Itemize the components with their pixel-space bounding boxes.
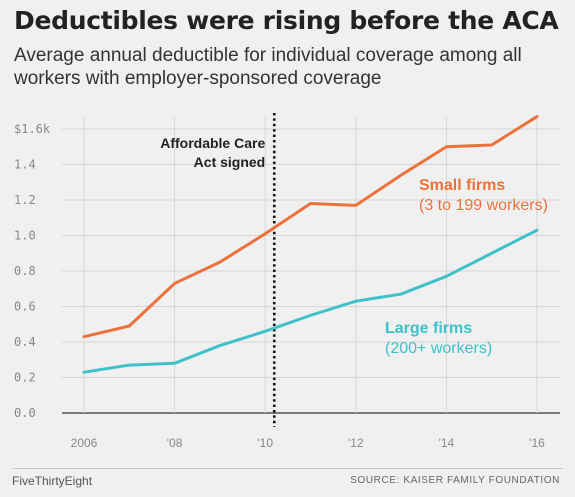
- chart-subtitle: Average annual deductible for individual…: [14, 45, 522, 89]
- x-tick-label: '14: [439, 436, 455, 450]
- small-firms-label: Small firms: [419, 177, 505, 194]
- y-tick-label: 1.4: [14, 158, 36, 172]
- x-tick-label: '08: [167, 436, 183, 450]
- footer-divider: [12, 468, 563, 469]
- x-tick-label: '16: [529, 436, 545, 450]
- y-tick-label: $1.6k: [14, 122, 51, 136]
- x-tick-label: '10: [257, 436, 273, 450]
- x-axis-ticks: 2006 '08 '10 '12 '14 '16: [71, 436, 545, 450]
- footer-source: SOURCE: KAISER FAMILY FOUNDATION: [350, 475, 560, 486]
- chart-title: Deductibles were rising before the ACA: [14, 6, 559, 35]
- aca-annotation-line2: Act signed: [194, 154, 266, 170]
- y-tick-label: 0.6: [14, 300, 36, 314]
- y-tick-label: 1.2: [14, 193, 36, 207]
- large-firms-label: Large firms: [385, 320, 472, 337]
- y-tick-label: 0.2: [14, 371, 36, 385]
- series-lines: [82, 115, 539, 374]
- x-tick-label: 2006: [71, 436, 98, 450]
- aca-annotation-line1: Affordable Care: [160, 135, 265, 151]
- small-firms-sublabel: (3 to 199 workers): [419, 197, 548, 214]
- grid: [62, 117, 560, 414]
- y-tick-label: 0.0: [14, 406, 36, 420]
- y-tick-label: 0.4: [14, 335, 36, 349]
- large-firms-line: [82, 228, 539, 374]
- footer-brand: FiveThirtyEight: [12, 474, 93, 488]
- large-firms-sublabel: (200+ workers): [385, 340, 492, 357]
- y-axis-ticks: 0.0 0.2 0.4 0.6 0.8 1.0 1.2 1.4 $1.6k: [14, 122, 51, 420]
- y-tick-label: 0.8: [14, 264, 36, 278]
- series-labels: Small firms (3 to 199 workers) Large firms…: [385, 177, 548, 357]
- small-firms-line: [82, 115, 539, 339]
- aca-annotation: Affordable Care Act signed: [160, 113, 276, 427]
- x-tick-label: '12: [348, 436, 364, 450]
- y-tick-label: 1.0: [14, 229, 36, 243]
